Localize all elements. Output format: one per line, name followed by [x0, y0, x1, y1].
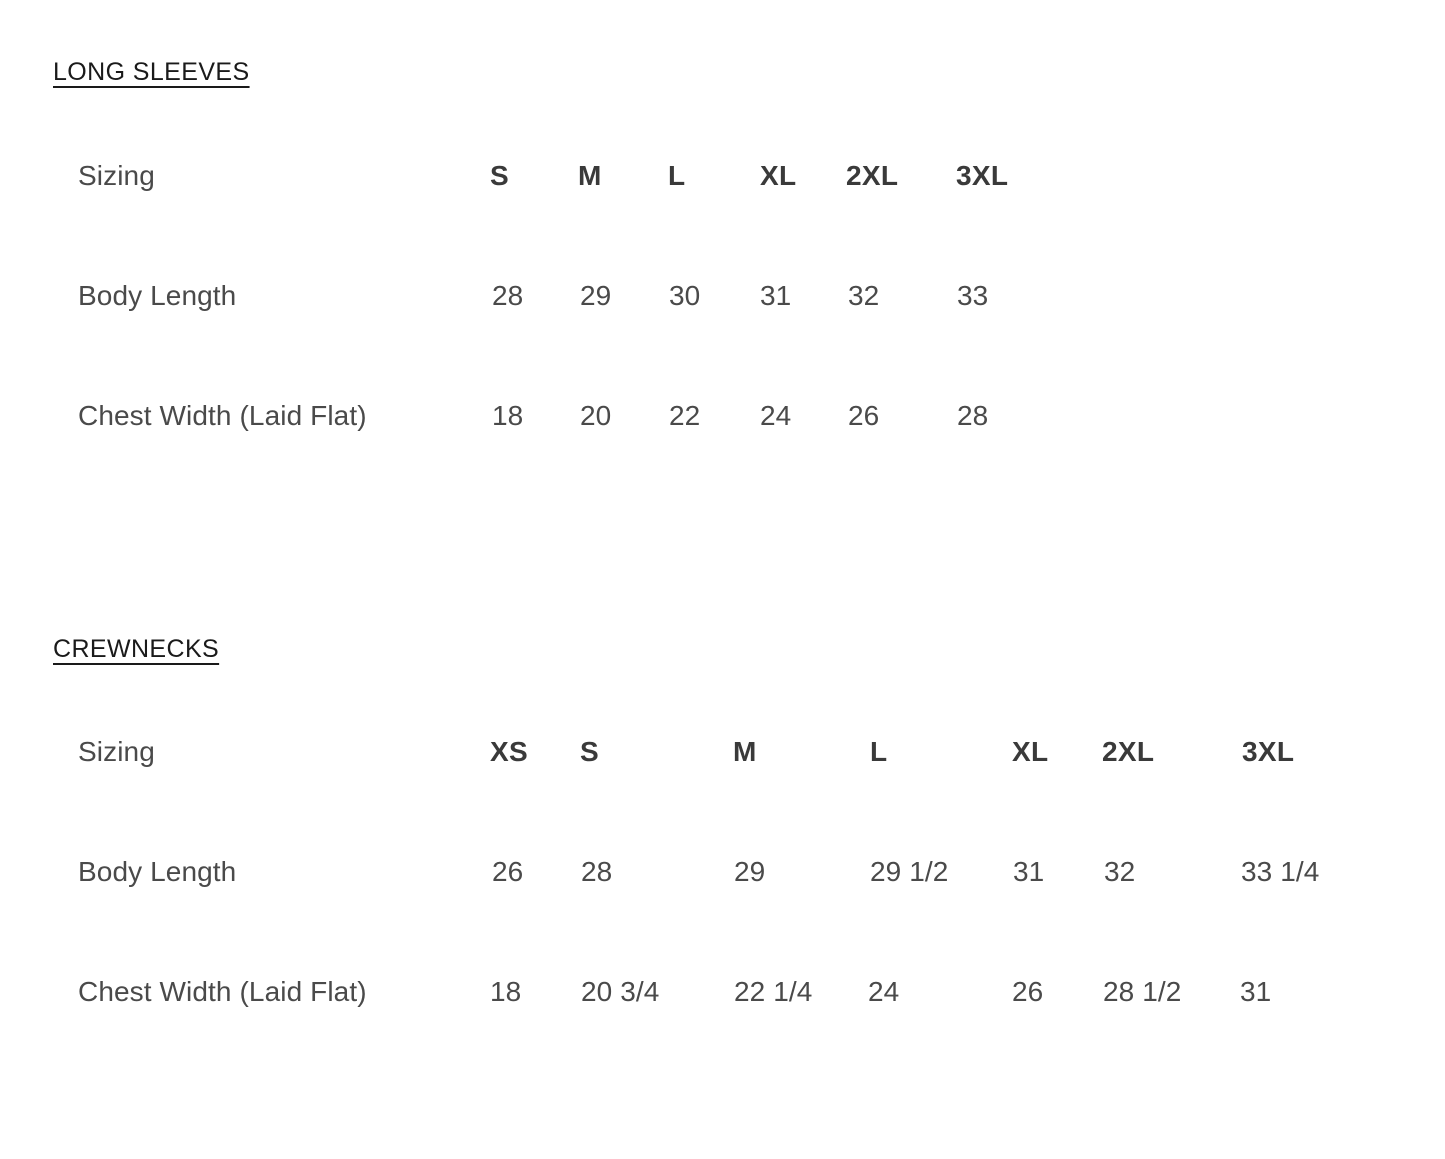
- cell-body-length-l: 30: [669, 280, 701, 311]
- cell-chest-width-2xl: 26: [848, 400, 880, 431]
- cell-chest-width-l: 22: [669, 400, 701, 431]
- size-header-xs: XS: [490, 736, 528, 767]
- cell-body-length-2xl: 32: [1104, 856, 1136, 887]
- size-table-crewnecks: Sizing XS S M L XL 2XL 3XL Body Length 2…: [0, 736, 1445, 1096]
- table-header-row: Sizing S M L XL 2XL 3XL: [0, 160, 1445, 280]
- cell-body-length-m: 29: [734, 856, 766, 887]
- cell-body-length-xl: 31: [760, 280, 792, 311]
- size-header-xl: XL: [760, 160, 797, 191]
- size-header-m: M: [578, 160, 602, 191]
- cell-chest-width-3xl: 31: [1240, 976, 1272, 1007]
- row-label-chest-width: Chest Width (Laid Flat): [78, 400, 367, 431]
- cell-chest-width-m: 20: [580, 400, 612, 431]
- cell-chest-width-xl: 26: [1012, 976, 1044, 1007]
- section-heading-long-sleeves: LONG SLEEVES: [53, 58, 250, 86]
- column-header-sizing: Sizing: [78, 160, 155, 191]
- cell-body-length-3xl: 33 1/4: [1241, 856, 1320, 887]
- cell-chest-width-3xl: 28: [957, 400, 989, 431]
- cell-chest-width-l: 24: [868, 976, 900, 1007]
- cell-body-length-m: 29: [580, 280, 612, 311]
- size-header-xl: XL: [1012, 736, 1049, 767]
- row-label-body-length: Body Length: [78, 280, 237, 311]
- table-row: Chest Width (Laid Flat) 18 20 3/4 22 1/4…: [0, 976, 1445, 1096]
- cell-chest-width-2xl: 28 1/2: [1103, 976, 1182, 1007]
- cell-body-length-3xl: 33: [957, 280, 989, 311]
- cell-body-length-l: 29 1/2: [870, 856, 949, 887]
- cell-body-length-xs: 26: [492, 856, 524, 887]
- cell-body-length-s: 28: [581, 856, 613, 887]
- row-label-body-length: Body Length: [78, 856, 237, 887]
- size-header-l: L: [668, 160, 686, 191]
- column-header-sizing: Sizing: [78, 736, 155, 767]
- cell-chest-width-s: 18: [492, 400, 524, 431]
- size-header-s: S: [490, 160, 509, 191]
- cell-body-length-s: 28: [492, 280, 524, 311]
- size-header-2xl: 2XL: [1102, 736, 1155, 767]
- size-header-2xl: 2XL: [846, 160, 899, 191]
- cell-body-length-2xl: 32: [848, 280, 880, 311]
- cell-chest-width-xs: 18: [490, 976, 522, 1007]
- table-header-row: Sizing XS S M L XL 2XL 3XL: [0, 736, 1445, 856]
- table-row: Chest Width (Laid Flat) 18 20 22 24 26 2…: [0, 400, 1445, 520]
- table-row: Body Length 28 29 30 31 32 33: [0, 280, 1445, 400]
- size-header-s: S: [580, 736, 599, 767]
- size-header-m: M: [733, 736, 757, 767]
- cell-body-length-xl: 31: [1013, 856, 1045, 887]
- cell-chest-width-xl: 24: [760, 400, 792, 431]
- size-header-l: L: [870, 736, 888, 767]
- cell-chest-width-m: 22 1/4: [734, 976, 813, 1007]
- section-heading-crewnecks: CREWNECKS: [53, 635, 220, 663]
- table-row: Body Length 26 28 29 29 1/2 31 32 33 1/4: [0, 856, 1445, 976]
- row-label-chest-width: Chest Width (Laid Flat): [78, 976, 367, 1007]
- cell-chest-width-s: 20 3/4: [581, 976, 660, 1007]
- size-header-3xl: 3XL: [1242, 736, 1295, 767]
- size-table-long-sleeves: Sizing S M L XL 2XL 3XL Body Length 28 2…: [0, 160, 1445, 520]
- size-header-3xl: 3XL: [956, 160, 1009, 191]
